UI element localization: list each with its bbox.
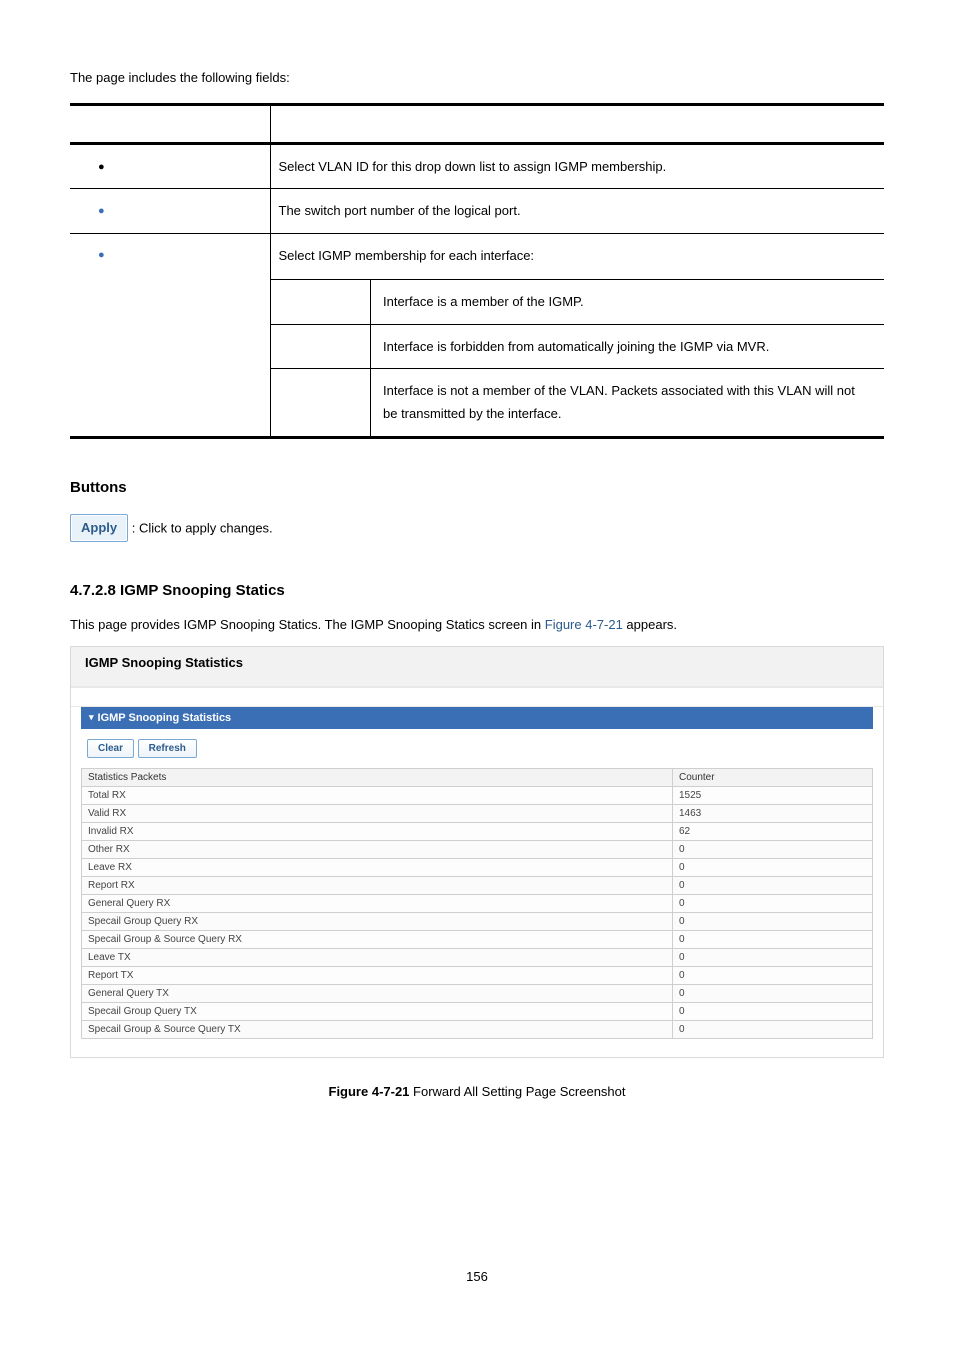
field-object-cell: ●	[70, 144, 270, 189]
stats-counter-value: 0	[673, 948, 873, 966]
page-number: 156	[70, 1269, 884, 1284]
field-object-cell: ●	[70, 233, 270, 437]
stats-intro: This page provides IGMP Snooping Statics…	[70, 617, 884, 632]
stats-counter-value: 0	[673, 966, 873, 984]
stats-packet-name: Report TX	[82, 966, 673, 984]
stats-counter-value: 0	[673, 876, 873, 894]
panel-title: IGMP Snooping Statistics	[85, 655, 243, 670]
fields-header-description	[270, 105, 884, 144]
bullet-icon: ●	[98, 202, 105, 222]
figure-caption: Figure 4-7-21 Forward All Setting Page S…	[70, 1084, 884, 1099]
subtable-value: Interface is not a member of the VLAN. P…	[371, 368, 885, 435]
chevron-down-icon: ▾	[89, 712, 94, 723]
figure-link[interactable]: Figure 4-7-21	[545, 617, 623, 632]
stats-panel: IGMP Snooping Statistics ▾ IGMP Snooping…	[70, 646, 884, 1058]
figure-caption-num: Figure 4-7-21	[329, 1084, 410, 1099]
stats-row: Valid RX1463	[82, 804, 873, 822]
stats-counter-value: 0	[673, 1020, 873, 1038]
bullet-icon: ●	[98, 158, 105, 178]
stats-packet-name: Invalid RX	[82, 822, 673, 840]
stats-packet-name: Total RX	[82, 786, 673, 804]
stats-section-title: 4.7.2.8 IGMP Snooping Statics	[70, 582, 884, 599]
subtable-value: Interface is forbidden from automaticall…	[371, 324, 885, 368]
stats-counter-value: 1525	[673, 786, 873, 804]
stats-row: Specail Group Query RX0	[82, 912, 873, 930]
stats-row: Specail Group Query TX0	[82, 1002, 873, 1020]
stats-row: Report TX0	[82, 966, 873, 984]
field-description-cell: Select VLAN ID for this drop down list t…	[270, 144, 884, 189]
refresh-button[interactable]: Refresh	[138, 739, 197, 758]
stats-row: Report RX0	[82, 876, 873, 894]
stats-counter-value: 0	[673, 858, 873, 876]
field-description-cell: The switch port number of the logical po…	[270, 189, 884, 233]
stats-counter-value: 0	[673, 894, 873, 912]
stats-header-counter: Counter	[673, 768, 873, 786]
stats-packet-name: General Query TX	[82, 984, 673, 1002]
fields-header-object	[70, 105, 270, 144]
bullet-icon: ●	[98, 246, 105, 266]
stats-row: General Query RX0	[82, 894, 873, 912]
stats-row: Total RX1525	[82, 786, 873, 804]
stats-intro-post: appears.	[623, 617, 677, 632]
subtable-key	[271, 368, 371, 435]
stats-counter-value: 1463	[673, 804, 873, 822]
stats-table: Statistics Packets Counter Total RX1525V…	[81, 768, 873, 1039]
stats-counter-value: 0	[673, 930, 873, 948]
panel-section-label: IGMP Snooping Statistics	[98, 712, 232, 724]
apply-button[interactable]: Apply	[70, 514, 128, 542]
intro-text: The page includes the following fields:	[70, 70, 884, 85]
stats-packet-name: Other RX	[82, 840, 673, 858]
stats-counter-value: 62	[673, 822, 873, 840]
stats-row: Leave RX0	[82, 858, 873, 876]
apply-description: : Click to apply changes.	[132, 520, 273, 535]
stats-packet-name: Valid RX	[82, 804, 673, 822]
stats-packet-name: Specail Group Query RX	[82, 912, 673, 930]
buttons-section-title: Buttons	[70, 479, 884, 496]
membership-subtable: Interface is a member of the IGMP.Interf…	[271, 279, 885, 436]
stats-packet-name: Specail Group & Source Query RX	[82, 930, 673, 948]
stats-row: Invalid RX62	[82, 822, 873, 840]
stats-row: Other RX0	[82, 840, 873, 858]
stats-packet-name: Specail Group Query TX	[82, 1002, 673, 1020]
stats-packet-name: Leave TX	[82, 948, 673, 966]
stats-packet-name: Leave RX	[82, 858, 673, 876]
stats-row: Specail Group & Source Query RX0	[82, 930, 873, 948]
fields-table: ● Select VLAN ID for this drop down list …	[70, 103, 884, 439]
subtable-value: Interface is a member of the IGMP.	[371, 280, 885, 324]
stats-counter-value: 0	[673, 912, 873, 930]
stats-row: Specail Group & Source Query TX0	[82, 1020, 873, 1038]
field-description-text: Select IGMP membership for each interfac…	[271, 234, 885, 271]
stats-packet-name: Report RX	[82, 876, 673, 894]
stats-header-packets: Statistics Packets	[82, 768, 673, 786]
panel-section-header[interactable]: ▾ IGMP Snooping Statistics	[81, 707, 873, 729]
subtable-key	[271, 324, 371, 368]
figure-caption-text: Forward All Setting Page Screenshot	[413, 1084, 625, 1099]
clear-button[interactable]: Clear	[87, 739, 134, 758]
stats-row: Leave TX0	[82, 948, 873, 966]
stats-packet-name: General Query RX	[82, 894, 673, 912]
field-object-cell: ●	[70, 189, 270, 233]
stats-counter-value: 0	[673, 1002, 873, 1020]
stats-counter-value: 0	[673, 984, 873, 1002]
field-description-cell: Select IGMP membership for each interfac…	[270, 233, 884, 437]
subtable-key	[271, 280, 371, 324]
stats-counter-value: 0	[673, 840, 873, 858]
stats-packet-name: Specail Group & Source Query TX	[82, 1020, 673, 1038]
stats-row: General Query TX0	[82, 984, 873, 1002]
stats-intro-pre: This page provides IGMP Snooping Statics…	[70, 617, 545, 632]
